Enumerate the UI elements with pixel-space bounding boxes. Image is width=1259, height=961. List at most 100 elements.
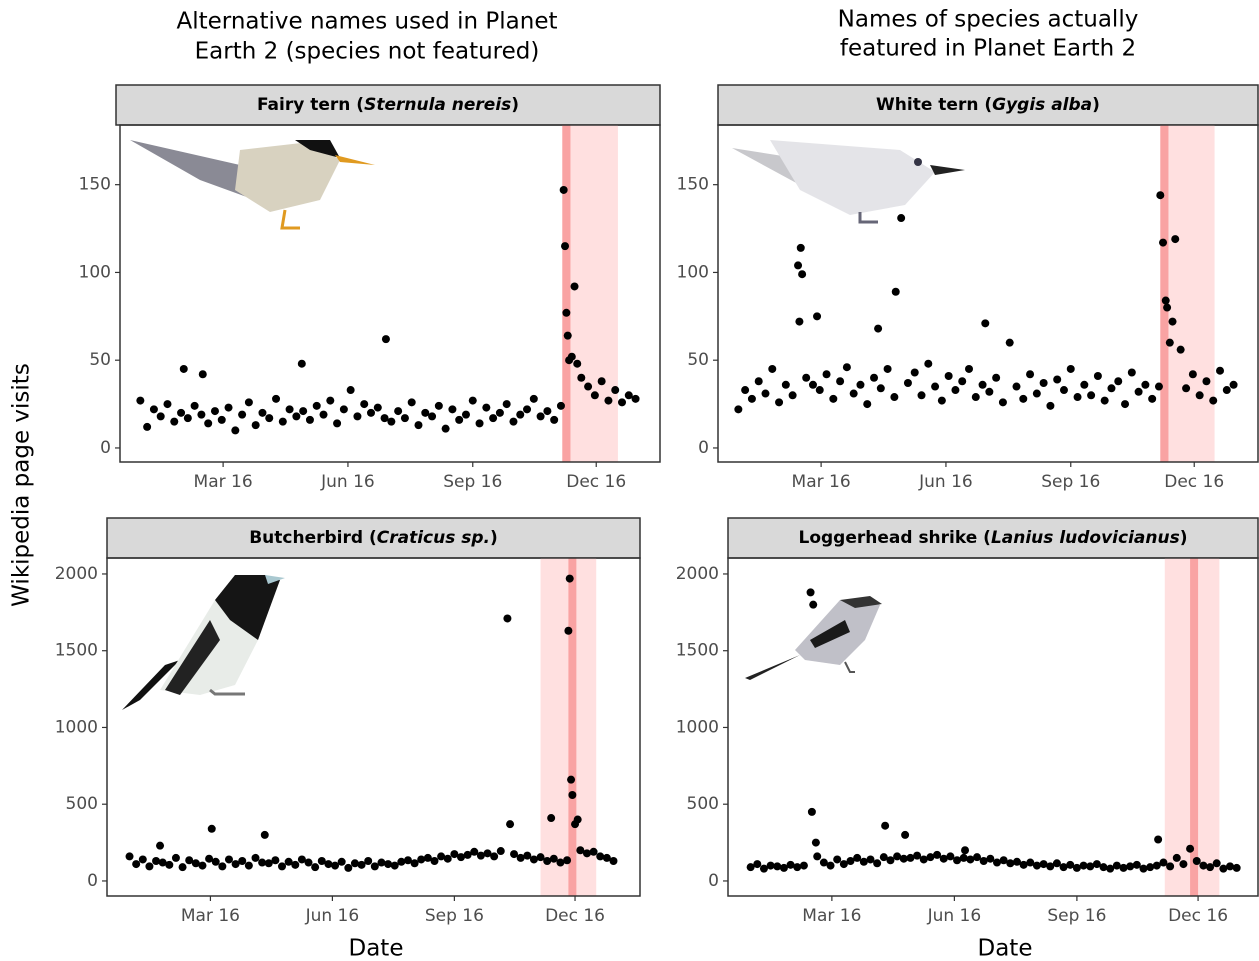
fairy-tern-drawing <box>130 140 375 228</box>
point <box>1196 391 1204 399</box>
point <box>797 244 805 252</box>
point <box>428 412 436 420</box>
point <box>945 372 953 380</box>
point <box>807 588 815 596</box>
point <box>320 411 328 419</box>
point <box>291 861 299 869</box>
point <box>590 848 598 856</box>
point <box>598 377 606 385</box>
y-tick-label: 0 <box>100 438 111 458</box>
panel: Fairy tern (Sternula nereis)050100150Mar… <box>79 85 660 492</box>
y-tick-label: 50 <box>687 350 709 370</box>
point <box>794 261 802 269</box>
point <box>397 858 405 866</box>
point <box>298 360 306 368</box>
point <box>753 860 761 868</box>
panel: Loggerhead shrike (Lanius ludovicianus)0… <box>676 518 1258 926</box>
point <box>271 856 279 864</box>
point <box>1074 393 1082 401</box>
point <box>523 405 531 413</box>
point <box>278 862 286 870</box>
point <box>881 822 889 830</box>
point <box>299 407 307 415</box>
point <box>351 859 359 867</box>
point <box>1166 862 1174 870</box>
point <box>340 405 348 413</box>
broadcast-band <box>562 125 570 462</box>
point <box>503 400 511 408</box>
point <box>1162 297 1170 305</box>
x-tick-label: Dec 16 <box>545 906 605 926</box>
point <box>401 414 409 422</box>
point <box>1139 865 1147 873</box>
point <box>1012 383 1020 391</box>
point <box>177 409 185 417</box>
point <box>1107 384 1115 392</box>
point <box>252 421 260 429</box>
point <box>904 379 912 387</box>
point <box>884 365 892 373</box>
point <box>999 398 1007 406</box>
point <box>931 383 939 391</box>
title-part: Craticus sp. <box>377 528 490 548</box>
y-tick-label: 0 <box>708 871 719 891</box>
point <box>809 381 817 389</box>
point <box>863 400 871 408</box>
title-part: Loggerhead shrike ( <box>798 528 990 548</box>
panel: Butcherbird (Craticus sp.)05001000150020… <box>55 518 640 926</box>
point <box>873 859 881 867</box>
point <box>199 370 207 378</box>
title-part: ) <box>1092 95 1100 115</box>
title-part: ) <box>511 95 519 115</box>
point <box>212 858 220 866</box>
point <box>892 288 900 296</box>
point <box>152 857 160 865</box>
y-axis-label: Wikipedia page visits <box>9 363 35 607</box>
point <box>809 601 817 609</box>
point <box>1199 862 1207 870</box>
point <box>1006 339 1014 347</box>
point <box>1026 370 1034 378</box>
point <box>583 849 591 857</box>
point <box>1186 845 1194 853</box>
broadcast-band <box>1160 125 1168 462</box>
point <box>547 814 555 822</box>
point <box>1223 386 1231 394</box>
column-title: Names of species actually <box>838 7 1139 33</box>
point <box>843 363 851 371</box>
point <box>813 852 821 860</box>
point <box>1171 235 1179 243</box>
point <box>381 414 389 422</box>
point <box>972 393 980 401</box>
point <box>382 335 390 343</box>
point <box>1166 339 1174 347</box>
point <box>326 397 334 405</box>
title-part: Gygis alba <box>992 95 1092 115</box>
title-part: Butcherbird ( <box>249 528 377 548</box>
point <box>856 381 864 389</box>
point <box>567 776 575 784</box>
x-tick-label: Sep 16 <box>1047 906 1106 926</box>
point <box>364 857 372 865</box>
y-tick-label: 100 <box>79 262 111 282</box>
point <box>850 390 858 398</box>
point <box>476 419 484 427</box>
point <box>208 825 216 833</box>
point <box>573 360 581 368</box>
point <box>225 404 233 412</box>
point <box>414 421 422 429</box>
y-tick-label: 1000 <box>676 717 719 737</box>
point <box>377 859 385 867</box>
x-tick-label: Sep 16 <box>443 472 502 492</box>
y-tick-label: 2000 <box>55 564 98 584</box>
point <box>313 402 321 410</box>
column-title: featured in Planet Earth 2 <box>840 36 1136 62</box>
title-part: Lanius ludovicianus <box>991 528 1180 548</box>
point <box>958 377 966 385</box>
x-tick-label: Dec 16 <box>1164 472 1224 492</box>
point <box>180 365 188 373</box>
point <box>489 414 497 422</box>
point <box>768 365 776 373</box>
point <box>1148 395 1156 403</box>
point <box>537 412 545 420</box>
